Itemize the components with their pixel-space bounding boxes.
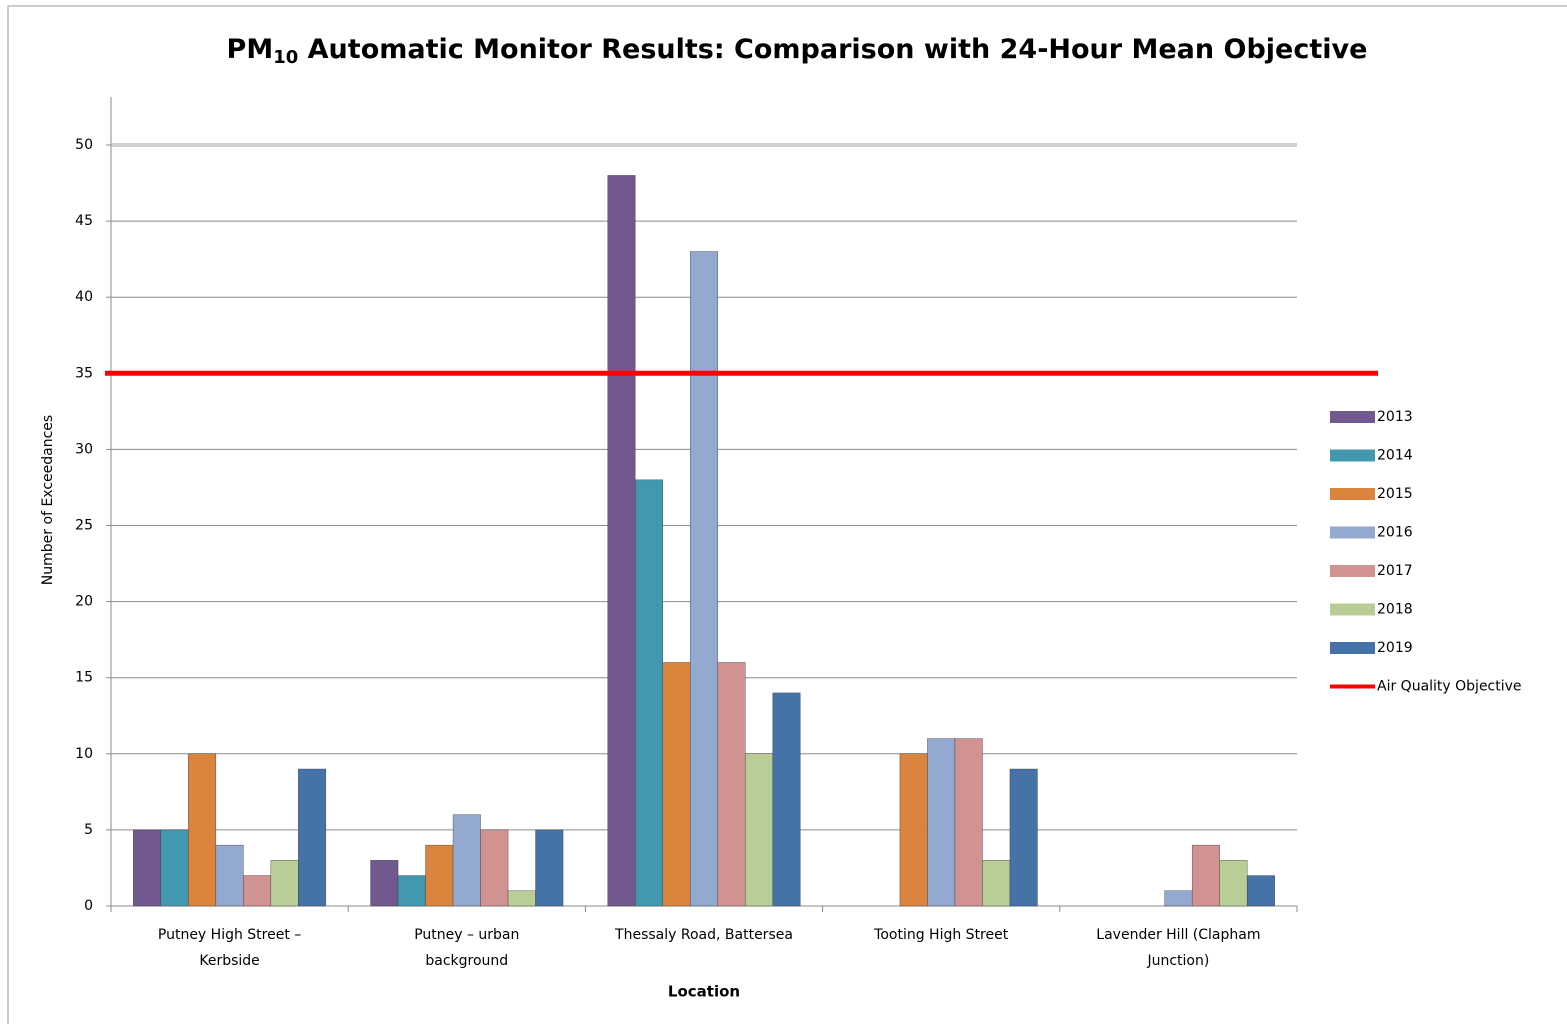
- bar: [982, 860, 1011, 907]
- legend-label: 2017: [1377, 563, 1413, 579]
- bar: [927, 738, 956, 907]
- legend-label: 2019: [1377, 640, 1413, 656]
- bar: [772, 692, 801, 907]
- bar: [1246, 875, 1275, 907]
- x-tick-label: Lavender Hill (Clapham: [1096, 927, 1260, 943]
- x-tick-label: Kerbside: [199, 953, 259, 969]
- bar: [480, 829, 509, 907]
- y-axis-title: Number of Exceedances: [40, 415, 56, 585]
- bar: [899, 753, 928, 907]
- bar: [298, 768, 327, 907]
- bar: [1164, 890, 1193, 907]
- legend-label: 2016: [1377, 525, 1413, 541]
- x-tick-label: background: [425, 953, 508, 969]
- bar: [215, 844, 244, 907]
- y-tick-label: 35: [75, 365, 93, 381]
- legend-swatch: [1330, 603, 1375, 616]
- y-tick-label: 20: [75, 594, 93, 610]
- y-tick-label: 40: [75, 289, 93, 305]
- bar: [745, 753, 773, 907]
- title-subscript: 10: [273, 47, 298, 68]
- bar: [535, 829, 564, 907]
- bar: [717, 662, 746, 907]
- bar: [635, 479, 663, 907]
- bar: [1191, 844, 1220, 907]
- bar: [662, 662, 691, 907]
- legend-label: 2015: [1377, 486, 1413, 502]
- legend-label: Air Quality Objective: [1377, 679, 1522, 695]
- bar: [507, 890, 536, 907]
- bar: [370, 860, 399, 907]
- legend-label: 2013: [1377, 409, 1413, 425]
- bar: [690, 251, 718, 907]
- x-tick-label: Thessaly Road, Battersea: [614, 927, 793, 943]
- bar: [452, 814, 481, 907]
- legend-label: 2018: [1377, 602, 1413, 618]
- y-tick-label: 25: [75, 518, 93, 534]
- bar: [160, 829, 189, 907]
- y-tick-label: 45: [75, 213, 93, 229]
- bar: [1219, 860, 1248, 907]
- y-tick-label: 5: [84, 822, 93, 838]
- bar: [188, 753, 217, 907]
- bar: [243, 875, 272, 907]
- bar: [397, 875, 426, 907]
- legend-swatch: [1330, 565, 1375, 577]
- bar: [133, 829, 162, 907]
- bar: [607, 175, 636, 907]
- x-tick-label: Putney High Street –: [158, 927, 301, 943]
- chart-title: PM10 Automatic Monitor Results: Comparis…: [227, 34, 1368, 69]
- legend-swatch: [1330, 642, 1375, 654]
- y-tick-label: 50: [75, 137, 93, 153]
- legend-swatch: [1330, 449, 1375, 462]
- bar: [270, 860, 299, 907]
- bar: [425, 844, 454, 907]
- bar: [954, 738, 983, 907]
- title-rest: Automatic Monitor Results: Comparison wi…: [298, 34, 1367, 65]
- x-tick-label: Putney – urban: [414, 927, 519, 943]
- x-tick-label: Junction): [1146, 953, 1209, 969]
- title-main: PM: [227, 34, 274, 65]
- bar: [1009, 768, 1038, 907]
- y-tick-label: 30: [75, 441, 93, 457]
- x-tick-label: Tooting High Street: [873, 927, 1009, 943]
- legend-label: 2014: [1377, 448, 1413, 464]
- x-axis-title: Location: [668, 983, 740, 1001]
- y-tick-label: 15: [75, 670, 93, 686]
- legend-swatch: [1330, 411, 1375, 423]
- legend-swatch: [1330, 526, 1375, 539]
- y-tick-label: 10: [75, 746, 93, 762]
- y-tick-label: 0: [84, 898, 93, 914]
- legend-swatch: [1330, 488, 1375, 500]
